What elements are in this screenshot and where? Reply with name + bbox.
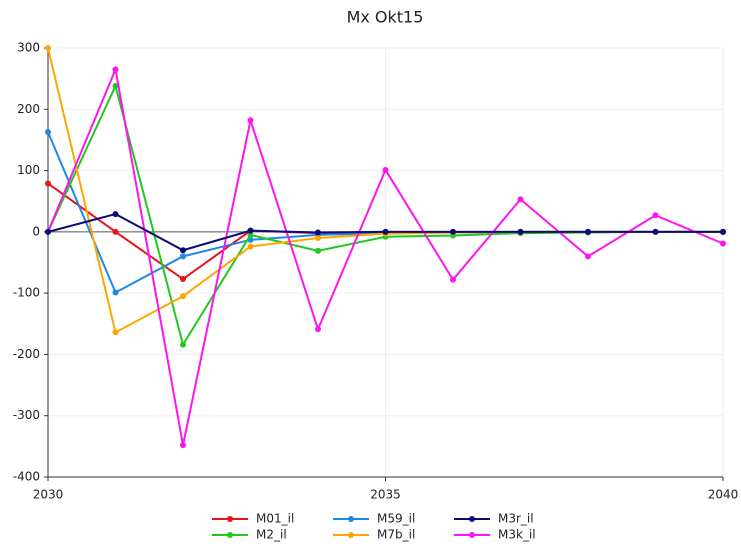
- point: [315, 326, 321, 333]
- point: [247, 231, 254, 238]
- point: [247, 227, 254, 234]
- legend-label: M59_il: [377, 512, 415, 526]
- point: [180, 341, 186, 348]
- point: [652, 212, 659, 219]
- point: [180, 253, 186, 260]
- x-tick-label: 2040: [708, 488, 739, 502]
- point: [585, 228, 591, 235]
- legend-label: M3r_il: [498, 512, 534, 526]
- y-tick-label: -100: [13, 286, 40, 300]
- point: [720, 240, 726, 247]
- legend-label: M2_il: [256, 528, 287, 542]
- point: [382, 228, 389, 235]
- y-tick-label: 100: [17, 163, 40, 177]
- point: [517, 228, 524, 235]
- x-tick-label: 2030: [33, 488, 64, 502]
- point: [585, 253, 591, 260]
- x-tick-label: 2035: [370, 488, 401, 502]
- point: [112, 329, 119, 336]
- point: [112, 66, 119, 73]
- point: [45, 128, 51, 135]
- point: [180, 442, 186, 449]
- point: [112, 228, 119, 235]
- y-tick-label: 0: [32, 224, 40, 238]
- point: [382, 166, 389, 173]
- point: [652, 228, 659, 235]
- legend-marker: [469, 532, 475, 538]
- legend-marker: [348, 532, 354, 538]
- point: [180, 293, 186, 300]
- point: [517, 196, 524, 203]
- point: [45, 180, 51, 187]
- point: [720, 228, 726, 235]
- point: [247, 243, 254, 250]
- legend-label: M01_il: [256, 512, 294, 526]
- point: [450, 276, 456, 283]
- point: [45, 228, 51, 235]
- point: [315, 234, 321, 241]
- point: [112, 82, 119, 89]
- legend-label: M3k_il: [498, 528, 536, 542]
- chart-title: Mx Okt15: [347, 8, 424, 27]
- point: [112, 289, 119, 296]
- y-tick-label: -400: [13, 470, 40, 484]
- y-tick-label: 200: [17, 102, 40, 116]
- point: [180, 276, 186, 283]
- point: [45, 45, 51, 51]
- legend-label: M7b_il: [377, 528, 415, 542]
- legend-marker: [469, 516, 475, 522]
- point: [112, 211, 119, 218]
- point: [450, 228, 456, 235]
- y-tick-label: 300: [17, 41, 40, 55]
- legend-marker: [348, 516, 354, 522]
- point: [247, 117, 254, 124]
- point: [315, 247, 321, 254]
- legend-marker: [227, 532, 233, 538]
- point: [315, 229, 321, 236]
- y-tick-label: -300: [13, 408, 40, 422]
- legend-marker: [227, 516, 233, 522]
- y-tick-label: -200: [13, 347, 40, 361]
- point: [180, 247, 186, 254]
